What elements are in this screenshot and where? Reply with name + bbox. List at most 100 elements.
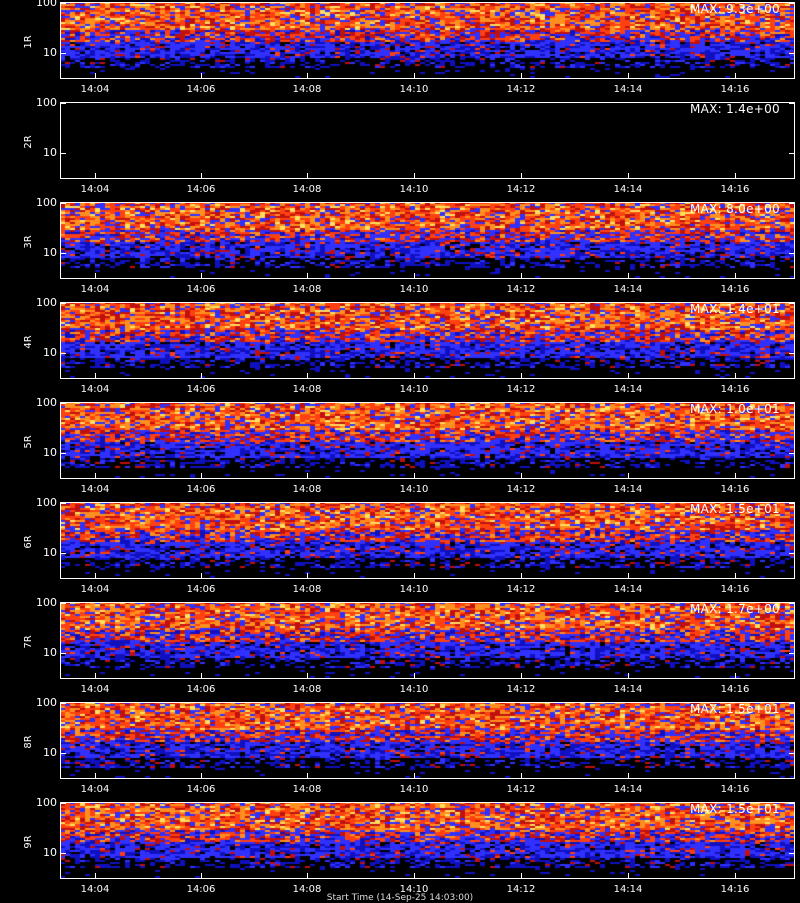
x-tick-mark xyxy=(414,173,415,179)
y-tick-label: 100 xyxy=(36,296,57,309)
x-tick-label: 14:16 xyxy=(720,284,750,295)
x-tick-mark xyxy=(735,573,736,579)
x-tick-label: 14:12 xyxy=(506,884,536,895)
x-tick-mark xyxy=(95,473,96,479)
x-tick-mark xyxy=(628,173,629,179)
x-tick-label: 14:10 xyxy=(399,584,429,595)
x-tick-mark xyxy=(307,173,308,179)
heatmap-canvas xyxy=(60,302,795,379)
y-tick-mark xyxy=(60,753,66,754)
x-tick-mark xyxy=(521,473,522,479)
x-tick-label: 14:06 xyxy=(186,884,216,895)
y-tick-mark xyxy=(789,253,795,254)
panel-5R: 5R 100 10 14:04 14:06 14:08 14:10 14:12 14:14 14:… xyxy=(0,397,800,500)
x-tick-label: 14:08 xyxy=(292,184,322,195)
y-tick-label: 10 xyxy=(43,46,57,59)
y-tick-label: 10 xyxy=(43,546,57,559)
y-tick-label: 100 xyxy=(36,796,57,809)
x-tick-mark xyxy=(414,873,415,879)
x-tick-mark xyxy=(201,673,202,679)
max-label: MAX: 9.3e+00 xyxy=(689,2,780,16)
y-tick-label: 100 xyxy=(36,596,57,609)
x-tick-mark xyxy=(414,773,415,779)
y-tick-mark xyxy=(60,303,66,304)
x-tick-mark xyxy=(307,673,308,679)
x-tick-mark xyxy=(201,573,202,579)
x-tick-label: 14:08 xyxy=(292,784,322,795)
x-tick-label: 14:04 xyxy=(80,584,110,595)
heatmap-2R xyxy=(60,102,795,179)
y-tick-mark xyxy=(789,703,795,704)
x-tick-mark xyxy=(628,473,629,479)
x-tick-label: 14:14 xyxy=(613,384,643,395)
x-tick-mark xyxy=(628,573,629,579)
x-tick-label: 14:06 xyxy=(186,484,216,495)
y-tick-label: 10 xyxy=(43,146,57,159)
x-tick-label: 14:12 xyxy=(506,784,536,795)
x-tick-label: 14:12 xyxy=(506,184,536,195)
x-tick-mark xyxy=(521,273,522,279)
x-tick-mark xyxy=(521,173,522,179)
x-tick-label: 14:12 xyxy=(506,84,536,95)
y-tick-mark xyxy=(60,253,66,254)
max-label: MAX: 1.5e+01 xyxy=(689,802,780,816)
x-tick-mark xyxy=(95,273,96,279)
x-tick-label: 14:06 xyxy=(186,84,216,95)
panel-7R: 7R 100 10 14:04 14:06 14:08 14:10 14:12 14:14 14:… xyxy=(0,596,800,700)
x-tick-label: 14:04 xyxy=(80,284,110,295)
x-tick-mark xyxy=(307,573,308,579)
x-tick-label: 14:14 xyxy=(613,284,643,295)
x-tick-label: 14:10 xyxy=(399,884,429,895)
x-tick-label: 14:08 xyxy=(292,284,322,295)
x-tick-mark xyxy=(95,373,96,379)
x-tick-label: 14:14 xyxy=(613,784,643,795)
x-tick-label: 14:16 xyxy=(720,584,750,595)
y-tick-label: 100 xyxy=(36,496,57,509)
x-tick-mark xyxy=(307,473,308,479)
heatmap-canvas xyxy=(60,402,795,479)
footer-start-time: Start Time (14-Sep-25 14:03:00) xyxy=(326,893,474,903)
x-tick-mark xyxy=(414,373,415,379)
y-tick-mark xyxy=(60,553,66,554)
y-tick-label: 10 xyxy=(43,746,57,759)
x-tick-mark xyxy=(735,673,736,679)
x-tick-mark xyxy=(628,873,629,879)
x-tick-mark xyxy=(95,673,96,679)
y-tick-mark xyxy=(60,703,66,704)
x-tick-label: 14:12 xyxy=(506,584,536,595)
x-tick-label: 14:12 xyxy=(506,284,536,295)
x-tick-label: 14:14 xyxy=(613,884,643,895)
x-tick-label: 14:10 xyxy=(399,784,429,795)
x-tick-mark xyxy=(735,473,736,479)
x-tick-label: 14:16 xyxy=(720,84,750,95)
panel-6R: 6R 100 10 14:04 14:06 14:08 14:10 14:12 14:14 14:… xyxy=(0,496,800,600)
x-tick-label: 14:14 xyxy=(613,184,643,195)
x-tick-label: 14:06 xyxy=(186,184,216,195)
x-tick-label: 14:04 xyxy=(80,684,110,695)
x-tick-label: 14:06 xyxy=(186,384,216,395)
max-label: MAX: 1.4e+00 xyxy=(689,102,780,116)
x-tick-label: 14:16 xyxy=(720,184,750,195)
panel-8R: 8R 100 10 14:04 14:06 14:08 14:10 14:12 14:14 14:… xyxy=(0,696,800,800)
heatmap-3R xyxy=(60,202,795,279)
y-tick-mark xyxy=(789,853,795,854)
y-tick-mark xyxy=(60,503,66,504)
x-tick-label: 14:04 xyxy=(80,884,110,895)
x-tick-mark xyxy=(414,73,415,79)
heatmap-canvas xyxy=(60,802,795,879)
y-tick-mark xyxy=(789,653,795,654)
x-tick-mark xyxy=(521,773,522,779)
panel-3R: 3R 100 10 14:04 14:06 14:08 14:10 14:12 14:14 14:… xyxy=(0,197,800,300)
x-tick-mark xyxy=(735,873,736,879)
x-tick-mark xyxy=(521,573,522,579)
heatmap-canvas xyxy=(60,202,795,279)
y-tick-mark xyxy=(789,603,795,604)
y-tick-mark xyxy=(789,303,795,304)
x-tick-label: 14:08 xyxy=(292,584,322,595)
y-tick-label: 100 xyxy=(36,696,57,709)
x-tick-label: 14:08 xyxy=(292,384,322,395)
y-tick-label: 10 xyxy=(43,246,57,259)
x-tick-mark xyxy=(628,773,629,779)
panel-9R: 9R 100 10 14:04 14:06 14:08 14:10 14:12 14:14 14:… xyxy=(0,796,800,900)
